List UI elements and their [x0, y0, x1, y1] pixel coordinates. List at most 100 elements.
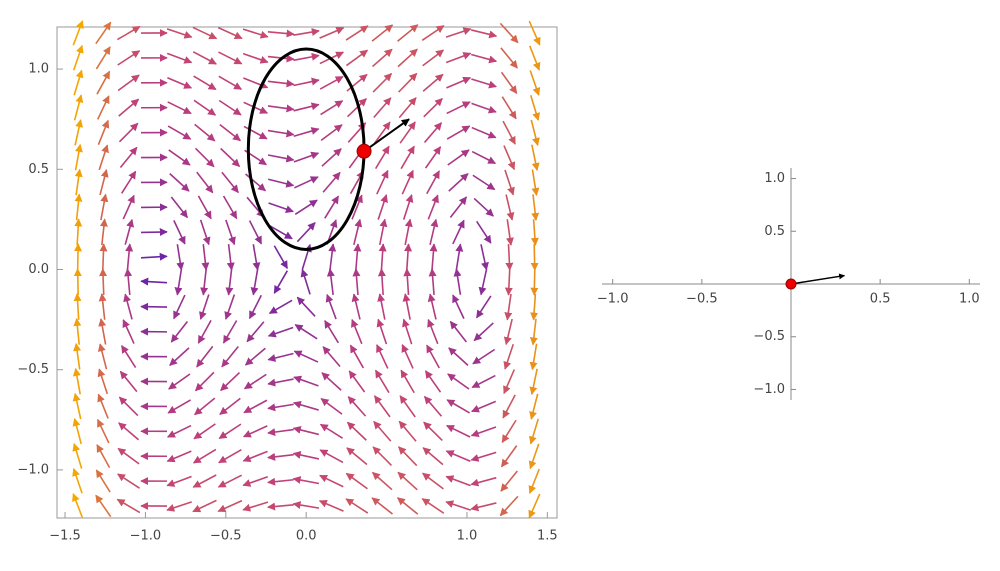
field-arrow: [531, 95, 538, 120]
field-arrow: [425, 123, 442, 143]
x-tick-label: 0.5: [870, 292, 891, 307]
field-arrow: [168, 102, 191, 113]
field-arrow: [377, 171, 388, 195]
field-arrow: [346, 50, 367, 65]
field-arrow: [197, 346, 213, 367]
field-arrow: [321, 399, 342, 415]
field-arrow: [322, 373, 341, 390]
field-arrow: [354, 220, 360, 245]
field-arrow: [426, 371, 441, 392]
field-arrow: [509, 269, 510, 295]
field-arrow: [509, 244, 510, 270]
field-arrow: [378, 195, 386, 220]
field-arrow: [456, 269, 460, 295]
field-arrow: [427, 171, 439, 194]
field-arrow: [381, 244, 383, 270]
field-arrow: [401, 146, 414, 168]
field-arrow: [268, 32, 294, 34]
field-arrow: [167, 29, 192, 37]
field-arrow: [422, 499, 444, 514]
field-arrow: [99, 369, 107, 394]
field-arrow: [102, 219, 105, 245]
field-arrow: [450, 197, 466, 217]
field-arrow: [229, 269, 232, 295]
field-arrow: [405, 294, 410, 320]
field-arrow: [449, 348, 468, 366]
field-arrow: [193, 27, 216, 38]
field-arrow: [293, 80, 318, 85]
field-arrow: [73, 21, 82, 45]
field-arrow: [193, 500, 216, 511]
field-arrow: [446, 502, 471, 510]
field-arrow: [453, 220, 464, 244]
field-arrow: [194, 100, 215, 115]
field-arrow: [167, 78, 191, 88]
field-arrow: [477, 221, 491, 243]
field-arrow: [380, 219, 385, 244]
field-arrow: [218, 28, 242, 39]
point: [357, 144, 371, 158]
field-arrow: [481, 244, 487, 269]
field-arrow: [506, 319, 512, 344]
field-arrow: [122, 346, 136, 368]
field-arrow: [268, 155, 294, 160]
field-arrow: [380, 294, 385, 319]
field-arrow: [320, 475, 343, 486]
plot-frame: [57, 27, 557, 518]
field-arrow: [193, 475, 216, 487]
field-arrow: [297, 297, 315, 316]
field-arrow: [321, 101, 343, 115]
field-arrow: [402, 345, 413, 369]
field-arrow: [323, 172, 340, 192]
field-arrow: [97, 445, 110, 468]
y-tick-label: 1.0: [28, 62, 49, 77]
field-arrow: [250, 221, 262, 244]
field-arrow: [323, 347, 340, 367]
field-arrow: [170, 174, 189, 192]
field-arrow: [531, 419, 538, 444]
field-arrow: [98, 121, 108, 145]
field-arrow: [430, 294, 436, 319]
field-arrow: [103, 269, 104, 295]
field-arrow: [226, 220, 235, 245]
field-arrow: [373, 447, 391, 465]
field-arrow: [102, 294, 105, 320]
field-arrow: [118, 51, 140, 65]
field-arrow: [472, 401, 496, 411]
field-arrow: [376, 370, 389, 392]
field-arrow: [125, 294, 132, 319]
field-arrow: [74, 444, 82, 469]
field-arrow: [96, 47, 110, 69]
field-arrow: [398, 472, 417, 489]
x-tick-label: −0.5: [686, 292, 718, 307]
field-arrow: [447, 400, 469, 413]
field-arrow: [221, 373, 240, 391]
field-arrow: [294, 153, 318, 162]
field-arrow: [481, 269, 487, 294]
field-arrow: [349, 371, 364, 392]
field-arrow: [404, 195, 412, 220]
field-arrow: [446, 29, 471, 37]
field-arrow: [196, 148, 214, 166]
y-tick-label: −0.5: [17, 362, 49, 377]
field-arrow: [530, 46, 540, 70]
field-arrow: [168, 400, 190, 413]
x-tick-label: 0.0: [296, 529, 317, 544]
field-arrow: [530, 469, 540, 493]
field-arrow: [354, 294, 360, 319]
vector-arrow: [791, 276, 844, 284]
field-arrow: [194, 76, 216, 89]
field-arrow: [450, 321, 466, 341]
field-arrow: [446, 78, 470, 88]
field-arrow: [446, 53, 470, 62]
field-arrow: [253, 269, 257, 295]
x-tick-label: −1.0: [130, 529, 162, 544]
field-arrow: [530, 71, 539, 96]
field-arrow: [294, 105, 319, 111]
field-arrow: [507, 219, 511, 245]
field-arrow: [78, 269, 79, 295]
field-arrow: [74, 469, 82, 494]
field-arrow: [399, 421, 416, 441]
field-arrow: [474, 198, 493, 216]
